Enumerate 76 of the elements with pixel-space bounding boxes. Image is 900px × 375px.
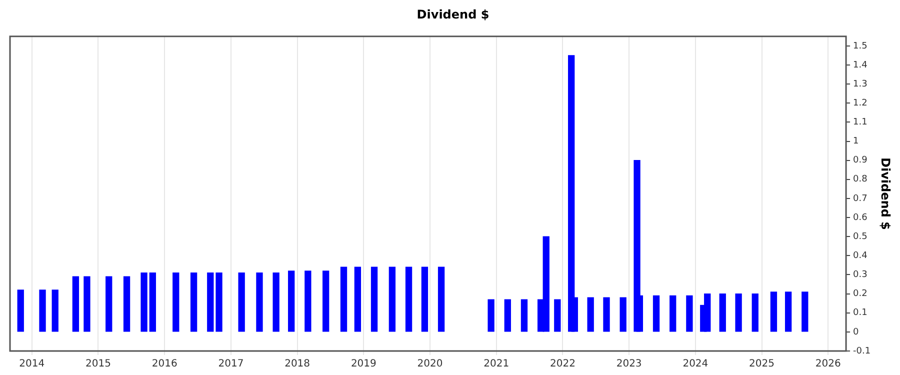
- bar: [802, 292, 808, 332]
- y-tick-label: 0.7: [853, 194, 868, 204]
- bar: [140, 272, 148, 332]
- y-tick-label: 1.3: [853, 79, 868, 90]
- x-tick-label: 2024: [682, 358, 708, 370]
- bar: [84, 276, 90, 332]
- x-tick-label: 2022: [550, 358, 576, 370]
- x-tick-label: 2025: [749, 358, 774, 370]
- x-tick-label: 2019: [350, 358, 376, 370]
- bar: [388, 266, 396, 332]
- y-tick-label: 0.3: [853, 270, 868, 280]
- bar: [304, 270, 312, 332]
- bar: [238, 272, 245, 332]
- bar: [106, 276, 112, 332]
- y-tick-label: 0.2: [853, 289, 868, 300]
- bar: [288, 270, 295, 332]
- bar: [72, 276, 80, 332]
- bar: [322, 270, 330, 332]
- y-tick-label: 0.1: [853, 308, 868, 318]
- bar: [172, 272, 180, 332]
- bar: [620, 297, 626, 332]
- bar: [52, 290, 58, 332]
- y-tick-label: 0.5: [853, 232, 868, 242]
- bar: [554, 299, 561, 332]
- x-tick-label: 2026: [815, 358, 841, 370]
- bar: [149, 272, 156, 332]
- bar: [17, 290, 24, 332]
- y-tick-label: -0.1: [853, 346, 871, 356]
- x-tick-label: 2020: [417, 358, 443, 370]
- y-tick-label: 0: [853, 327, 860, 338]
- bar: [207, 272, 214, 332]
- bar: [686, 295, 693, 332]
- y-tick-label: 0.6: [853, 212, 868, 223]
- bar: [123, 276, 130, 332]
- bar: [421, 266, 428, 332]
- bar: [603, 297, 610, 332]
- bar: [190, 272, 198, 332]
- y-tick-label: 0.4: [853, 251, 868, 262]
- y-tick-label: 1.2: [853, 98, 868, 108]
- bar: [568, 55, 575, 332]
- y-axis-title: Dividend $: [878, 157, 893, 230]
- bar: [587, 297, 594, 332]
- bar: [752, 293, 758, 332]
- bar: [704, 293, 711, 332]
- bar: [340, 266, 348, 332]
- bar: [719, 293, 726, 332]
- bar: [39, 290, 46, 332]
- x-tick-label: 2018: [284, 358, 310, 370]
- x-tick-label: 2021: [484, 358, 510, 370]
- y-tick-label: 1.5: [853, 41, 868, 52]
- bar: [272, 272, 280, 332]
- y-tick-label: 1: [853, 136, 859, 147]
- bar: [354, 266, 362, 332]
- bar: [504, 299, 511, 332]
- bar: [216, 272, 222, 332]
- x-tick-label: 2014: [19, 358, 45, 370]
- bar: [770, 292, 778, 332]
- x-tick-label: 2015: [86, 358, 111, 370]
- y-tick-label: 1.4: [853, 60, 868, 70]
- bar: [784, 292, 792, 332]
- bar: [405, 266, 412, 332]
- bar: [488, 299, 494, 332]
- bar: [735, 293, 742, 332]
- y-tick-label: 1.1: [853, 118, 868, 128]
- y-tick-label: 0.8: [853, 174, 868, 185]
- bar: [370, 266, 378, 332]
- y-tick-label: 0.9: [853, 156, 868, 166]
- bar: [256, 272, 263, 332]
- bar: [520, 299, 528, 332]
- bar: [438, 266, 445, 332]
- bar: [652, 295, 660, 332]
- bar: [670, 295, 676, 332]
- x-tick-label: 2023: [616, 358, 642, 370]
- x-tick-label: 2017: [218, 358, 244, 370]
- x-tick-label: 2016: [152, 358, 178, 370]
- chart-title: Dividend $: [416, 7, 490, 22]
